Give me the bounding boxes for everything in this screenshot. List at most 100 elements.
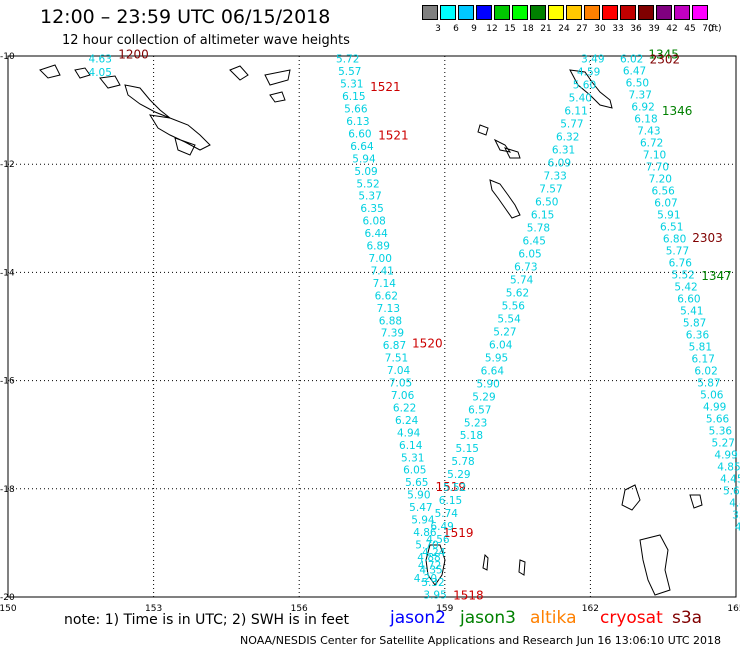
legend-swatch (476, 5, 492, 20)
pass-time-label: 1521 (370, 80, 401, 94)
swh-value: 7.05 (389, 378, 412, 390)
pass-time-label: 1200 (118, 47, 149, 61)
map-frame (7, 55, 737, 598)
swh-value: 5.52 (671, 270, 694, 282)
swh-value: 6.07 (654, 198, 677, 210)
swh-value: 6.50 (535, 197, 558, 209)
swh-value: 6.15 (439, 495, 462, 507)
legend-swatch (440, 5, 456, 20)
legend-level: 12 (486, 24, 498, 34)
swh-value: 6.57 (468, 404, 491, 416)
coastline-new-ireland (39, 64, 171, 119)
swh-value: 6.56 (651, 186, 675, 198)
swh-value: 6.14 (399, 440, 423, 452)
swh-value: 6.11 (564, 106, 587, 118)
legend-swatch (584, 5, 600, 20)
lon-tick-label: 153 (145, 604, 162, 614)
swh-value: 4.94 (397, 427, 421, 439)
swh-value: 5.74 (510, 274, 534, 286)
legend-level: 24 (558, 24, 570, 34)
lon-tick-label: 150 (0, 604, 17, 614)
swh-value: 5.77 (666, 246, 689, 258)
swh-value: 5.54 (497, 313, 521, 325)
swh-value: 4.05 (89, 67, 112, 79)
swh-value: 5.65 (405, 477, 428, 489)
swh-value: 5.41 (680, 306, 703, 318)
swh-value: 5.09 (354, 166, 377, 178)
lat-tick-label: -10 (0, 52, 15, 62)
coastline-loyalty (621, 484, 703, 596)
lat-tick-label: -14 (0, 268, 15, 278)
swh-value: 4.85 (717, 462, 740, 474)
swh-value: 7.39 (381, 328, 404, 340)
swh-value: 7.57 (539, 184, 562, 196)
pass-time-label: 1519 (435, 480, 466, 494)
legend-swatch (530, 5, 546, 20)
legend-swatch (656, 5, 672, 20)
swh-value: 5.37 (358, 191, 381, 203)
swh-value: 3.49 (581, 54, 604, 66)
swh-value: 4.86 (413, 527, 437, 539)
swh-value: 7.43 (637, 126, 660, 138)
legend-level: 39 (648, 24, 660, 34)
swh-value: 4.99 (714, 450, 737, 462)
swh-value: 4.24 (422, 547, 446, 559)
swh-value: 5.15 (456, 443, 479, 455)
coastline-north-islands (229, 65, 291, 103)
map-subtitle: 12 hour collection of altimeter wave hei… (62, 33, 350, 48)
legend-swatch (566, 5, 582, 20)
legend-swatch (620, 5, 636, 20)
swh-value: 4.99 (703, 402, 726, 414)
legend-level: 36 (630, 24, 642, 34)
swh-value: 5.06 (700, 390, 724, 402)
swh-value: 6.88 (379, 315, 402, 327)
swh-value: 5.23 (464, 417, 487, 429)
coastline-bougainville (149, 114, 211, 156)
legend-level: 45 (684, 24, 696, 34)
legend-swatch (674, 5, 690, 20)
swh-value: 4.20 (414, 573, 437, 585)
pass-time-label: 1519 (443, 526, 474, 540)
swh-value: 6.50 (626, 78, 649, 90)
lat-lon-grid: 150 153 156 159 162 165 -10 -12 -14 -16 -18 -20 (0, 52, 740, 614)
legend-level: 15 (504, 24, 516, 34)
lon-tick-label: 165 (727, 604, 740, 614)
footnote: note: 1) Time is in UTC; 2) SWH is in fe… (64, 612, 350, 628)
swh-value: 6.47 (623, 66, 646, 78)
pass-time-label: 1345 (648, 47, 679, 61)
swh-value: 6.64 (350, 141, 374, 153)
swh-value: 5.31 (340, 79, 363, 91)
lon-tick-label: 162 (582, 604, 599, 614)
swh-value: 5.27 (493, 326, 516, 338)
legend-level: 33 (612, 24, 624, 34)
pass-time-label: 1347 (701, 269, 732, 283)
swh-value: 5.36 (709, 426, 733, 438)
swh-value: 5.70 (415, 539, 438, 551)
track-west: 4.634.05 1200 (89, 47, 149, 79)
swh-value: 6.60 (677, 294, 700, 306)
legend-level: 70 (702, 24, 714, 34)
legend-level: 42 (666, 24, 678, 34)
swh-value: 6.15 (531, 210, 554, 222)
swh-value: 5.69 (723, 486, 740, 498)
swh-value: 5.87 (697, 378, 720, 390)
swh-value: 5.90 (407, 490, 430, 502)
swh-value: 5.87 (683, 318, 706, 330)
swh-value: 7.51 (385, 353, 408, 365)
track-ascending: 6.026.476.507.376.926.187.436.727.107.70… (620, 47, 740, 533)
swh-value: 6.24 (395, 415, 419, 427)
legend-level: 27 (576, 24, 588, 34)
satellite-altika: altika (530, 608, 577, 628)
swh-value: 6.32 (556, 132, 579, 144)
swh-value: 6.44 (364, 228, 388, 240)
swh-value: 5.32 (421, 577, 444, 589)
swh-value: 3.8 (732, 510, 740, 522)
coastlines (39, 64, 703, 596)
swh-value: 7.13 (377, 303, 400, 315)
swh-value: 5.31 (401, 452, 424, 464)
swh-value: 5.77 (560, 119, 583, 131)
altimeter-tracks: 5.725.575.316.155.666.136.606.645.945.09… (89, 47, 740, 602)
legend-swatch (512, 5, 528, 20)
swh-value: 5.66 (706, 414, 730, 426)
legend-swatch (548, 5, 564, 20)
